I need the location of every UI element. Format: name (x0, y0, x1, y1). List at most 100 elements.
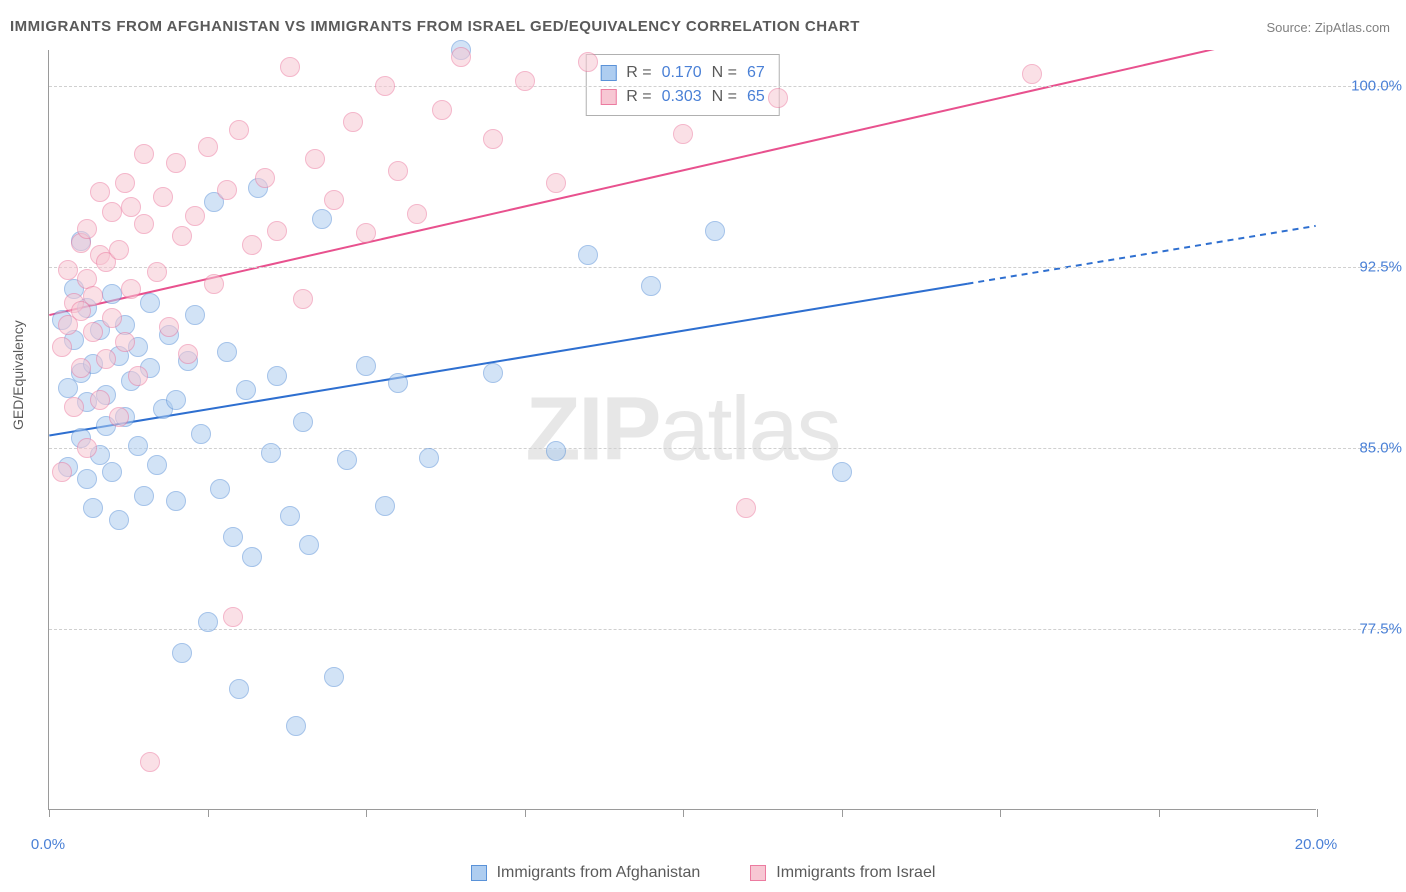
point-israel (90, 182, 110, 202)
x-tick-label: 0.0% (31, 836, 65, 853)
correlation-row-1: R = 0.170 N = 67 (600, 61, 765, 85)
point-afghanistan (198, 612, 218, 632)
point-israel (407, 204, 427, 224)
point-israel (343, 112, 363, 132)
point-afghanistan (223, 527, 243, 547)
x-tick-mark (525, 809, 526, 817)
legend: Immigrants from Afghanistan Immigrants f… (0, 864, 1406, 882)
gridline-h (49, 629, 1396, 630)
point-israel (58, 260, 78, 280)
point-afghanistan (128, 436, 148, 456)
point-afghanistan (483, 363, 503, 383)
y-axis-label: GED/Equivalency (10, 320, 26, 430)
point-israel (324, 190, 344, 210)
legend-item-2: Immigrants from Israel (750, 864, 935, 882)
plot-area: ZIPatlas R = 0.170 N = 67 R = 0.303 N = … (48, 50, 1316, 810)
point-israel (90, 390, 110, 410)
legend-swatch-2 (750, 865, 766, 881)
point-afghanistan (140, 293, 160, 313)
legend-label-2: Immigrants from Israel (776, 864, 935, 882)
point-afghanistan (236, 380, 256, 400)
legend-label-1: Immigrants from Afghanistan (497, 864, 701, 882)
point-afghanistan (337, 450, 357, 470)
point-afghanistan (286, 716, 306, 736)
point-israel (388, 161, 408, 181)
n-value-2: 65 (747, 85, 765, 109)
point-israel (578, 52, 598, 72)
point-israel (77, 438, 97, 458)
x-tick-mark (1159, 809, 1160, 817)
x-tick-label: 20.0% (1295, 836, 1338, 853)
point-israel (77, 219, 97, 239)
point-israel (83, 286, 103, 306)
point-israel (515, 71, 535, 91)
point-israel (242, 235, 262, 255)
x-tick-mark (683, 809, 684, 817)
point-israel (134, 144, 154, 164)
point-israel (121, 279, 141, 299)
point-israel (52, 462, 72, 482)
point-afghanistan (293, 412, 313, 432)
point-israel (375, 76, 395, 96)
point-israel (198, 137, 218, 157)
point-israel (483, 129, 503, 149)
x-tick-mark (842, 809, 843, 817)
gridline-h (49, 86, 1396, 87)
point-israel (134, 214, 154, 234)
point-israel (96, 349, 116, 369)
point-afghanistan (147, 455, 167, 475)
point-israel (166, 153, 186, 173)
point-israel (121, 197, 141, 217)
point-israel (1022, 64, 1042, 84)
point-afghanistan (705, 221, 725, 241)
point-israel (115, 173, 135, 193)
point-israel (736, 498, 756, 518)
n-label: N = (712, 85, 737, 109)
point-afghanistan (324, 667, 344, 687)
point-israel (305, 149, 325, 169)
point-afghanistan (388, 373, 408, 393)
point-israel (546, 173, 566, 193)
point-israel (71, 358, 91, 378)
point-israel (217, 180, 237, 200)
point-afghanistan (375, 496, 395, 516)
point-afghanistan (356, 356, 376, 376)
legend-swatch-1 (471, 865, 487, 881)
point-afghanistan (242, 547, 262, 567)
point-israel (115, 332, 135, 352)
point-afghanistan (191, 424, 211, 444)
point-afghanistan (166, 491, 186, 511)
x-tick-mark (49, 809, 50, 817)
point-israel (52, 337, 72, 357)
point-afghanistan (83, 498, 103, 518)
y-tick-label: 77.5% (1322, 621, 1402, 638)
point-israel (102, 308, 122, 328)
x-tick-mark (1000, 809, 1001, 817)
point-afghanistan (280, 506, 300, 526)
point-afghanistan (109, 510, 129, 530)
r-value-1: 0.170 (662, 61, 702, 85)
chart-title: IMMIGRANTS FROM AFGHANISTAN VS IMMIGRANT… (10, 18, 860, 35)
point-israel (159, 317, 179, 337)
point-israel (185, 206, 205, 226)
correlation-row-2: R = 0.303 N = 65 (600, 85, 765, 109)
gridline-h (49, 267, 1396, 268)
y-tick-label: 100.0% (1322, 78, 1402, 95)
point-israel (280, 57, 300, 77)
point-afghanistan (419, 448, 439, 468)
n-label: N = (712, 61, 737, 85)
point-israel (356, 223, 376, 243)
point-israel (172, 226, 192, 246)
point-israel (673, 124, 693, 144)
point-afghanistan (299, 535, 319, 555)
point-israel (128, 366, 148, 386)
point-israel (109, 240, 129, 260)
gridline-h (49, 448, 1396, 449)
r-label: R = (626, 85, 651, 109)
point-israel (267, 221, 287, 241)
legend-item-1: Immigrants from Afghanistan (471, 864, 701, 882)
point-israel (768, 88, 788, 108)
x-tick-mark (366, 809, 367, 817)
correlation-box: R = 0.170 N = 67 R = 0.303 N = 65 (585, 54, 780, 116)
y-tick-label: 85.0% (1322, 440, 1402, 457)
